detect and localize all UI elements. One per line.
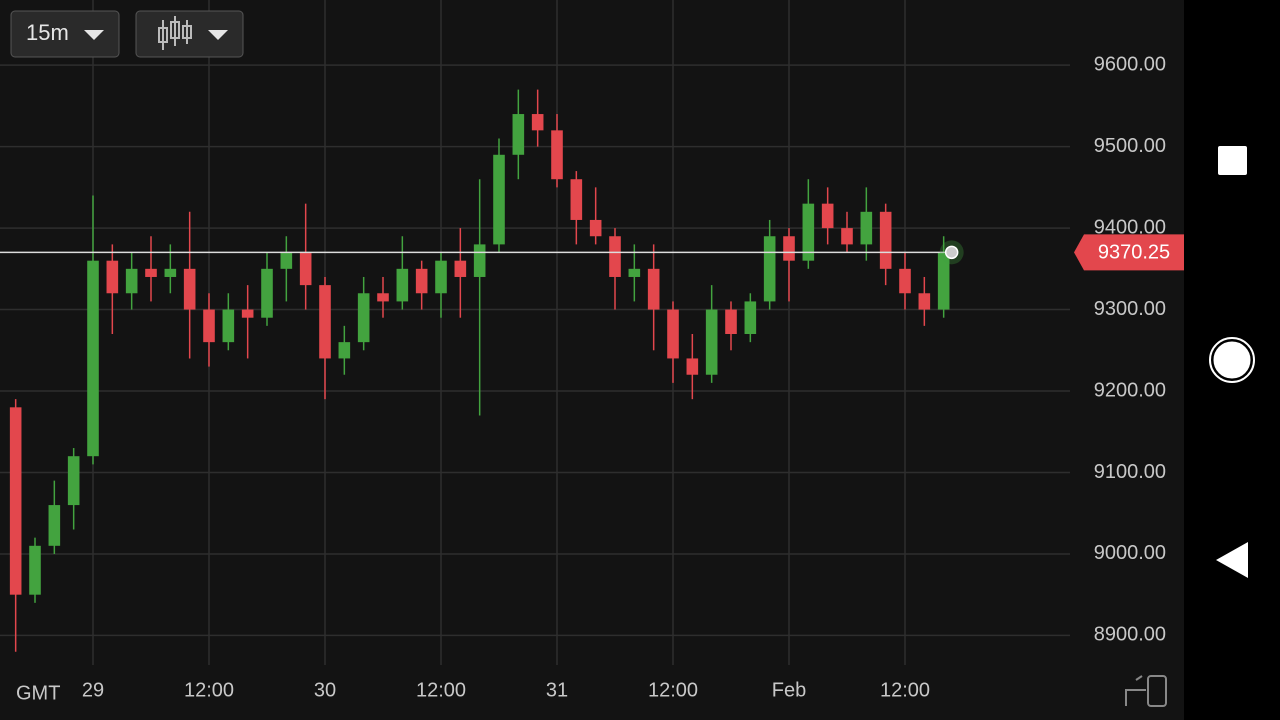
y-tick-label: 9100.00 [1094, 461, 1166, 483]
x-tick-label: Feb [772, 679, 806, 701]
recent-apps-button[interactable] [1218, 146, 1247, 175]
y-tick-label: 9600.00 [1094, 53, 1166, 75]
candle-body [203, 309, 215, 343]
y-tick-label: 9000.00 [1094, 542, 1166, 564]
candle-body [319, 285, 331, 359]
candle-body [551, 130, 563, 180]
candle-body [377, 293, 389, 302]
candle-body [357, 293, 370, 343]
plot: 8900.00 9000.00 9100.00 9200.00 9300.00 9400.… [0, 0, 1184, 701]
candle-body [396, 268, 409, 302]
candle-body [667, 309, 679, 359]
candle-body [87, 260, 99, 457]
button-frame [135, 10, 244, 58]
back-button[interactable] [1216, 542, 1248, 578]
chart-type-button[interactable] [135, 10, 244, 58]
candle-body [48, 505, 61, 546]
candle-body [338, 342, 351, 359]
candle-body [222, 309, 235, 343]
x-tick-label: 12:00 [184, 679, 234, 701]
candle-body [609, 236, 621, 277]
candle-body [763, 236, 776, 302]
interval-label: 15m [26, 20, 69, 45]
x-tick-label: 12:00 [880, 679, 930, 701]
y-tick-label: 9500.00 [1094, 135, 1166, 157]
dropdown-arrow [208, 30, 228, 40]
candle-body [860, 211, 873, 245]
candle-body [802, 203, 815, 261]
rotate-icon[interactable] [1125, 675, 1167, 707]
x-tick-label: 12:00 [416, 679, 466, 701]
candle-body [493, 154, 505, 245]
candle-body [937, 252, 950, 310]
candle-body [241, 309, 254, 318]
candle-body [531, 114, 544, 131]
dropdown-arrow [84, 30, 104, 40]
candle-body [261, 268, 273, 318]
x-tick-label: 29 [82, 679, 104, 701]
timezone-label: GMT [16, 682, 60, 704]
candle-body [744, 301, 757, 334]
candle-body [183, 268, 196, 310]
candle-body [29, 545, 41, 595]
candle-body [106, 260, 119, 294]
y-tick-label: 9400.00 [1094, 216, 1166, 238]
candle-body [918, 293, 931, 310]
candle-body [725, 309, 737, 334]
candle-body [686, 358, 699, 375]
candle-body [628, 268, 641, 277]
interval-button[interactable]: 15m [10, 10, 120, 58]
candle-body [435, 260, 447, 294]
candle-body [454, 260, 467, 277]
candle-body [280, 252, 293, 269]
candle-body [512, 114, 525, 155]
home-button-ring [1209, 337, 1255, 383]
candle-body [164, 268, 177, 277]
candle-body [899, 268, 911, 294]
candle-body [145, 268, 157, 277]
candle-body [879, 211, 892, 269]
candle-body [589, 219, 602, 237]
candle-icon [158, 16, 192, 50]
candle-body [841, 228, 853, 245]
candle-body [783, 236, 795, 261]
y-tick-label: 9200.00 [1094, 379, 1166, 401]
chart-background [0, 0, 1184, 720]
y-tick-label: 8900.00 [1094, 624, 1166, 646]
candle-body [415, 268, 428, 294]
x-tick-label: 30 [314, 679, 336, 701]
current-price-label: 9370.25 [1098, 242, 1170, 264]
current-price-tag [1074, 234, 1184, 271]
candle-body [125, 268, 138, 294]
current-price-dot [944, 245, 959, 260]
candle-body [67, 456, 80, 506]
button-frame [10, 10, 120, 58]
candle-body [821, 203, 834, 229]
candle-body [299, 252, 312, 286]
candle-body [570, 179, 583, 220]
y-tick-label: 9300.00 [1094, 298, 1166, 320]
x-tick-label: 12:00 [648, 679, 698, 701]
x-tick-label: 31 [546, 679, 568, 701]
candle-body [705, 309, 718, 375]
candle-body [473, 244, 486, 277]
home-button[interactable] [1210, 338, 1254, 382]
candle-body [647, 268, 660, 310]
candle-body [9, 407, 22, 595]
